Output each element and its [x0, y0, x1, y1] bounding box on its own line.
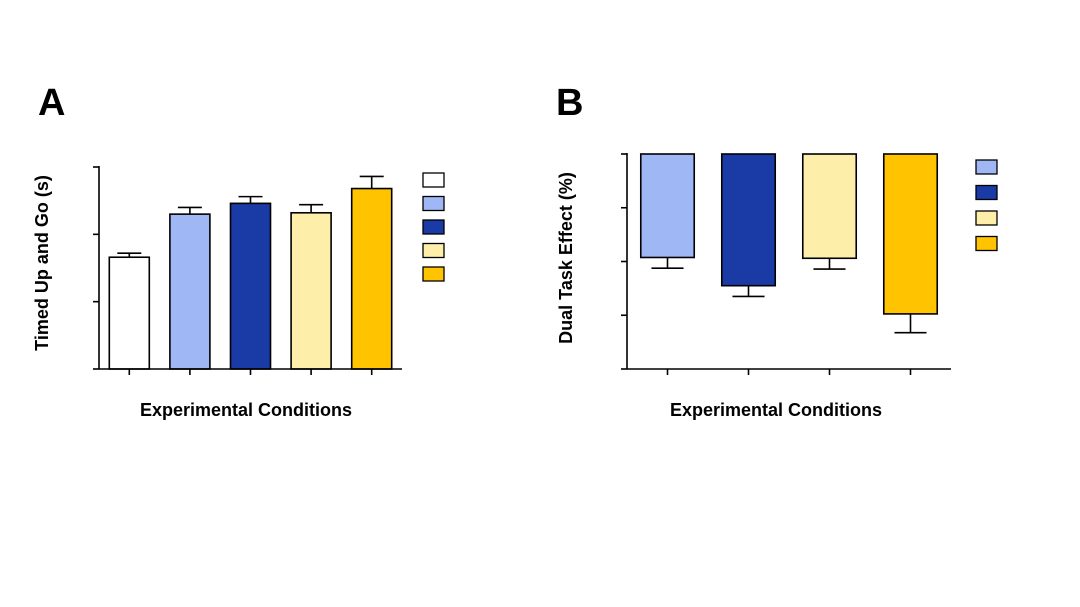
- panel-b-bar-dtecf: [882, 153, 939, 315]
- panel-b-chart: B Dual Task Effect (%) Experimental Cond…: [556, 82, 998, 420]
- panel-a-bar-tugce: [290, 211, 332, 370]
- panel-b-bar-dtece: [801, 153, 858, 260]
- panel-a-bar-tugmf: [229, 202, 272, 370]
- panel-b-legend-swatch-dtece: [975, 210, 998, 226]
- panel-a-x-axis-title: Experimental Conditions: [140, 400, 352, 420]
- panel-b-y-axis-title: Dual Task Effect (%): [556, 172, 576, 344]
- panel-b-letter: B: [556, 82, 583, 124]
- panel-b-x-axis-title: Experimental Conditions: [670, 400, 882, 420]
- panel-b-legend-swatch-dtemf: [975, 184, 998, 201]
- panel-b-bar-dtemf: [720, 153, 777, 287]
- panel-b-legend-swatch-dtecf: [975, 235, 998, 252]
- panel-a-legend-swatch-tugmf: [422, 219, 445, 235]
- panel-b-legend-swatch-dteme: [975, 159, 998, 175]
- panel-a-legend-swatch-tugce: [422, 242, 445, 259]
- panel-a-legend-swatch-tugme: [422, 195, 445, 212]
- panel-a-y-axis-title: Timed Up and Go (s): [32, 175, 52, 351]
- panel-a-legend-swatch-tugb: [422, 172, 445, 188]
- panel-a-legend-swatch-tugcf: [422, 266, 445, 282]
- panel-a-chart: A Timed Up and Go (s) Experimental Condi…: [32, 82, 445, 420]
- panel-b-bar-dteme: [639, 153, 696, 259]
- panel-a-bar-tugcf: [350, 187, 393, 370]
- panel-a-letter: A: [38, 82, 65, 124]
- panel-a-bar-tugme: [169, 213, 211, 370]
- panel-a-bar-tugb: [108, 256, 151, 370]
